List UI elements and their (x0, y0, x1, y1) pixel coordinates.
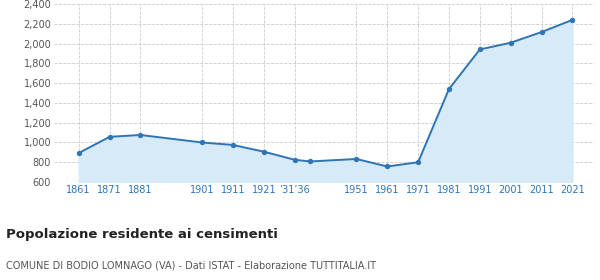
Point (475, 47, 485, 52)
Point (105, 135, 115, 139)
Point (352, 157, 361, 161)
Point (259, 150, 269, 154)
Point (136, 133, 145, 137)
Point (444, 87, 454, 91)
Point (506, 41, 515, 45)
Point (197, 140, 207, 145)
Point (382, 164, 392, 169)
Text: Popolazione residente ai censimenti: Popolazione residente ai censimenti (6, 228, 278, 241)
Point (413, 160, 423, 164)
Point (290, 158, 299, 162)
Point (537, 30, 547, 34)
Text: COMUNE DI BODIO LOMNAGO (VA) - Dati ISTAT - Elaborazione TUTTITALIA.IT: COMUNE DI BODIO LOMNAGO (VA) - Dati ISTA… (6, 261, 376, 271)
Point (228, 143, 238, 147)
Point (74, 151, 83, 155)
Point (305, 159, 315, 164)
Point (568, 18, 577, 22)
